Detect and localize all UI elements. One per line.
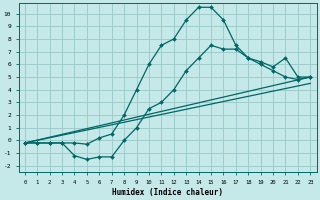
X-axis label: Humidex (Indice chaleur): Humidex (Indice chaleur)	[112, 188, 223, 197]
